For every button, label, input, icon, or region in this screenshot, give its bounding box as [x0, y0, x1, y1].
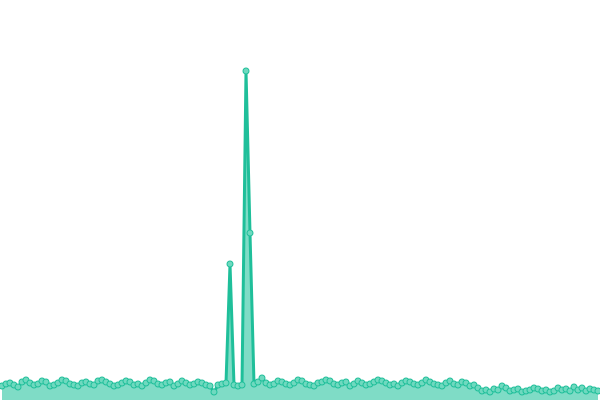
point [226, 260, 234, 268]
point [14, 383, 22, 391]
point [594, 387, 600, 395]
point [246, 229, 254, 237]
point [242, 67, 250, 75]
point [254, 378, 262, 386]
area-fill [2, 71, 598, 400]
point [238, 381, 246, 389]
point [210, 388, 218, 396]
line [1, 69, 599, 394]
point [166, 378, 174, 386]
point [342, 378, 350, 386]
point [566, 387, 574, 395]
point [206, 382, 214, 390]
point [494, 386, 502, 394]
point [222, 379, 230, 387]
point [90, 381, 98, 389]
point [258, 374, 266, 382]
point [42, 378, 50, 386]
